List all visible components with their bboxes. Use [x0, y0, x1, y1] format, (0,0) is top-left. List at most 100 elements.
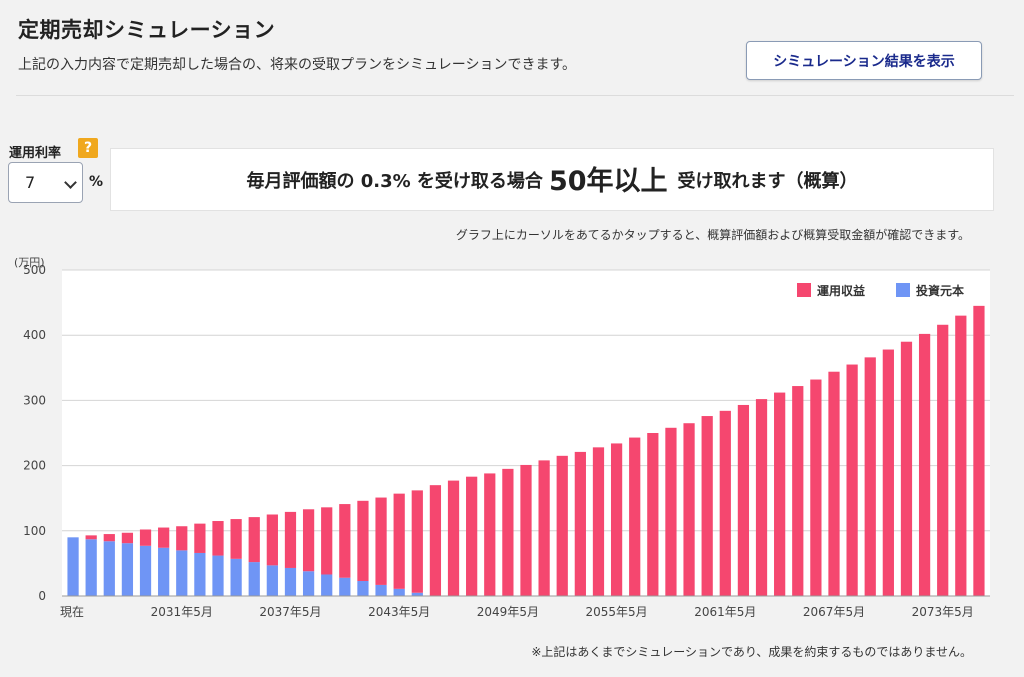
bar-profit [284, 511, 297, 568]
rate-select[interactable]: 7 [8, 162, 83, 203]
bar-principal [194, 552, 206, 596]
help-icon[interactable]: ? [78, 138, 98, 158]
bar-profit [466, 476, 478, 596]
bar-profit [665, 427, 677, 596]
y-tick-label: 100 [23, 524, 46, 538]
bar-profit [194, 523, 206, 553]
bar-principal [230, 558, 242, 596]
bar-profit [538, 460, 550, 596]
show-results-button[interactable]: シミュレーション結果を表示 [746, 41, 982, 80]
legend-swatch-profit [797, 283, 811, 297]
legend-label-principal: 投資元本 [916, 283, 964, 298]
bar-principal [85, 539, 97, 596]
bar-profit [248, 517, 260, 563]
bar-profit [774, 392, 786, 596]
bar-profit [719, 410, 731, 596]
bar-principal [375, 584, 387, 596]
page-subtitle: 上記の入力内容で定期売却した場合の、将来の受取プランをシミュレーションできます。 [18, 57, 577, 73]
bar-chart[interactable]: 0 100 200 300 400 500 現在 2031年5月 2037年5月 2043年5月 2… [0, 262, 1024, 632]
y-tick-label: 200 [23, 459, 46, 473]
page-title: 定期売却シミュレーション [18, 18, 276, 42]
rate-select-value: 7 [25, 173, 36, 192]
rate-label: 運用利率 [9, 146, 62, 161]
bar-principal [248, 562, 260, 596]
bar-principal [321, 574, 333, 596]
bar-principal [357, 581, 369, 596]
bar-profit [230, 519, 242, 559]
bar-principal [139, 545, 152, 596]
bar-profit [846, 364, 858, 596]
bar-profit [411, 490, 423, 593]
bar-profit [900, 341, 913, 596]
bar-profit [918, 333, 931, 596]
disclaimer-note: ※上記はあくまでシミュレーションであり、成果を約束するものではありません。 [531, 645, 972, 659]
x-tick-label: 2055年5月 [585, 605, 647, 619]
bar-profit [484, 473, 496, 596]
bar-profit [683, 423, 695, 596]
bar-profit [339, 504, 351, 578]
bar-profit [447, 480, 460, 596]
x-tick-label: 2031年5月 [151, 605, 213, 619]
bar-profit [864, 357, 876, 596]
bar-profit [375, 497, 387, 585]
result-box: 毎月評価額の 0.3% を受け取る場合 50年以上 受け取れます（概算） [110, 148, 994, 211]
bar-profit [592, 447, 605, 596]
bar-principal [411, 592, 423, 596]
bar-profit [937, 324, 949, 596]
x-tick-label: 2037年5月 [259, 605, 321, 619]
bar-principal [103, 541, 115, 596]
bar-profit [882, 349, 894, 596]
y-tick-label: 300 [23, 393, 46, 407]
bar-principal [67, 537, 79, 596]
bar-profit [556, 455, 568, 596]
bar-profit [629, 437, 641, 596]
bar-profit [828, 371, 840, 596]
legend-swatch-principal [896, 283, 910, 297]
bar-profit [85, 535, 97, 540]
bar-profit [266, 514, 278, 566]
bar-profit [302, 509, 315, 572]
legend-label-profit: 運用収益 [817, 283, 865, 298]
y-tick-label: 0 [38, 589, 46, 603]
bar-principal [393, 588, 405, 596]
bar-profit [429, 485, 442, 596]
bar-profit [176, 526, 188, 551]
y-axis-unit: (万円) [14, 256, 45, 269]
bar-profit [737, 404, 750, 596]
bar-principal [212, 555, 224, 596]
result-years: 50年以上 [548, 166, 668, 197]
bar-principal [121, 543, 134, 596]
bar-profit [212, 521, 224, 556]
bar-profit [158, 527, 170, 548]
bar-profit [574, 451, 586, 596]
bar-profit [610, 443, 623, 596]
bar-profit [357, 500, 369, 582]
bar-profit [955, 315, 967, 596]
bar-profit [393, 493, 405, 589]
x-tick-label: 2061年5月 [694, 605, 756, 619]
bar-profit [755, 399, 768, 596]
x-tick-label: 2043年5月 [368, 605, 430, 619]
rate-unit: % [89, 174, 104, 190]
bar-profit [502, 468, 514, 596]
bar-profit [810, 379, 822, 596]
bar-profit [647, 433, 659, 596]
chevron-down-icon [64, 176, 77, 189]
y-tick-label: 500 [23, 263, 46, 277]
y-tick-label: 400 [23, 328, 46, 342]
bar-profit [139, 529, 152, 546]
result-prefix: 毎月評価額の 0.3% を受け取る場合 [246, 170, 543, 192]
bar-profit [520, 464, 532, 596]
x-tick-label: 2073年5月 [912, 605, 974, 619]
bar-principal [266, 565, 278, 596]
bar-profit [701, 416, 713, 596]
bar-principal [339, 577, 351, 596]
bar-principal [284, 567, 297, 596]
bar-profit [321, 507, 333, 575]
x-tick-label: 現在 [60, 605, 84, 619]
x-tick-label: 2049年5月 [477, 605, 539, 619]
bar-principal [176, 550, 188, 596]
bar-principal [302, 571, 315, 596]
bar-profit [973, 305, 985, 596]
divider [16, 95, 1014, 96]
